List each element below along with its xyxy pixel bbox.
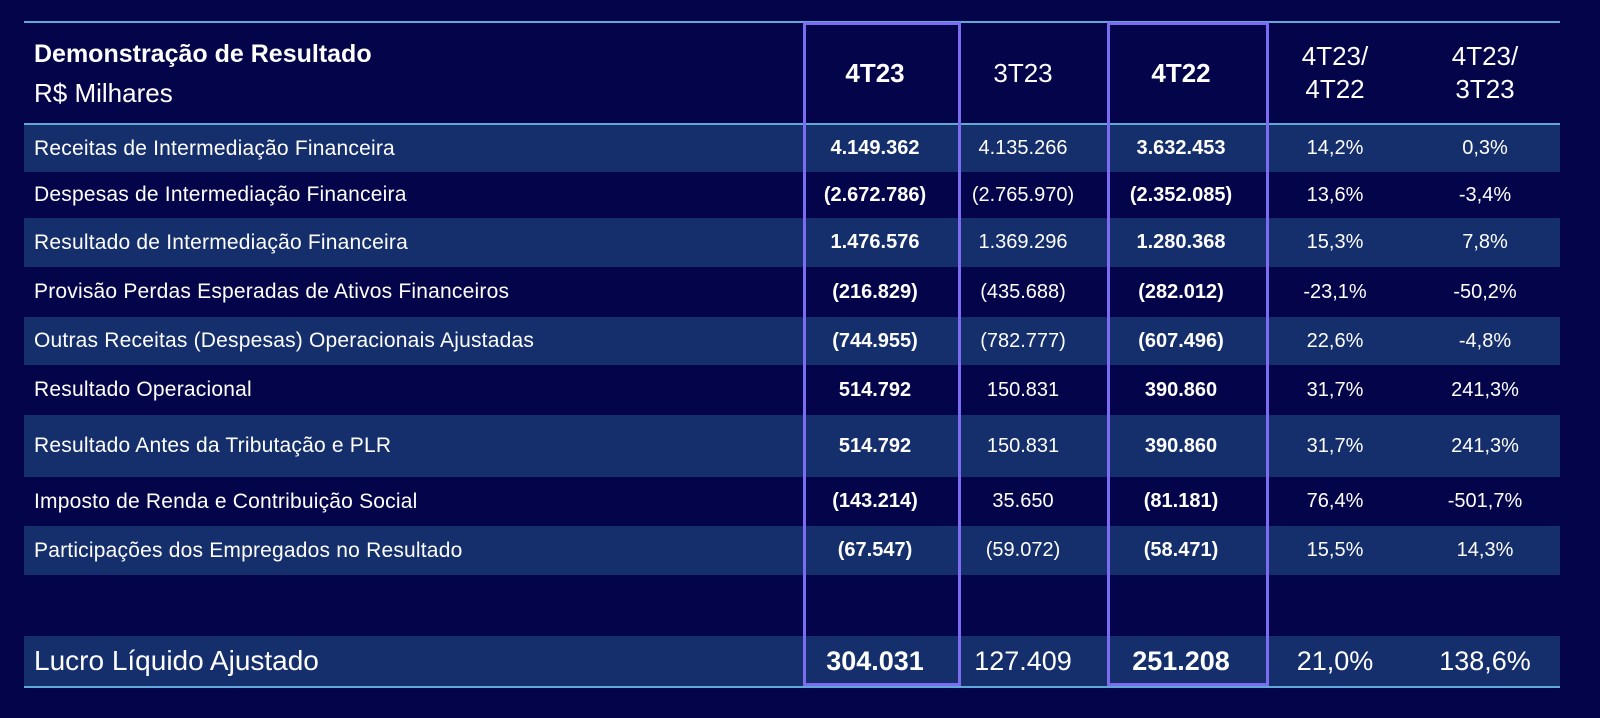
row-label: Outras Receitas (Despesas) Operacionais … <box>34 329 535 352</box>
row-label: Despesas de Intermediação Financeira <box>34 183 407 206</box>
cell-4t23-vs-3t23: 241,3% <box>1451 434 1519 457</box>
cell-4t23: 514.792 <box>838 378 912 401</box>
column-header-line1: 4T23/ <box>1301 41 1369 71</box>
column-header-line1: 4T23 <box>845 57 905 88</box>
cell-4t23-vs-4t22: 15,5% <box>1306 539 1364 561</box>
cell-4t23-vs-4t22: 76,4% <box>1306 490 1364 512</box>
cell-4t23-vs-3t23: -50,2% <box>1453 280 1517 303</box>
table-header: Demonstração de Resultado R$ Milhares 4T… <box>24 23 1560 123</box>
table-row: Despesas de Intermediação Financeira (2.6… <box>24 172 1560 218</box>
column-header-3t23: 3T23 <box>950 23 1096 123</box>
cell-4t23-vs-4t22: -23,1% <box>1303 280 1367 303</box>
cell-4t23-vs-3t23: 14,3% <box>1456 539 1514 561</box>
cell-4t22: 1.280.368 <box>1136 231 1226 253</box>
cell-4t23: (2.672.786) <box>823 183 927 206</box>
column-header-line2: 4T22 <box>1305 74 1365 104</box>
cell-4t22: 390.860 <box>1144 434 1218 457</box>
column-header-4t23: 4T23 <box>808 23 942 123</box>
cell-4t23: 1.476.576 <box>830 231 920 253</box>
table-row: Imposto de Renda e Contribuição Social (1… <box>24 477 1560 526</box>
column-header-line1: 4T22 <box>1151 57 1211 88</box>
cell-4t23-vs-4t22: 31,7% <box>1306 378 1364 401</box>
total-cell-4t23-vs-3t23: 138,6% <box>1439 645 1531 676</box>
cell-4t23-vs-3t23: -3,4% <box>1458 183 1512 206</box>
cell-4t23: (67.547) <box>837 539 913 561</box>
total-cell-4t23: 304.031 <box>826 645 924 676</box>
table-title: Demonstração de Resultado <box>34 40 372 68</box>
total-row-label: Lucro Líquido Ajustado <box>34 645 319 676</box>
cell-4t23: 514.792 <box>838 434 912 457</box>
top-divider <box>24 21 1560 23</box>
row-label: Resultado Operacional <box>34 378 252 401</box>
bottom-divider <box>24 686 1560 688</box>
cell-4t22: (607.496) <box>1138 329 1224 352</box>
cell-4t22: 390.860 <box>1144 378 1218 401</box>
table-row: Resultado Operacional 514.792 150.831 390.8… <box>24 365 1560 415</box>
cell-4t22: 3.632.453 <box>1136 137 1226 159</box>
table-row: Resultado Antes da Tributação e PLR 514.7… <box>24 415 1560 477</box>
cell-3t23: (59.072) <box>985 539 1061 561</box>
column-header-4t23-vs-4t22: 4T23/ 4T22 <box>1260 23 1410 123</box>
cell-4t23-vs-4t22: 31,7% <box>1306 434 1364 457</box>
row-label: Participações dos Empregados no Resultad… <box>34 538 463 562</box>
cell-4t23-vs-4t22: 13,6% <box>1306 183 1364 206</box>
cell-4t23-vs-4t22: 14,2% <box>1306 137 1364 159</box>
cell-4t22: (282.012) <box>1138 280 1224 303</box>
cell-4t23-vs-3t23: -4,8% <box>1458 329 1512 352</box>
column-header-line1: 3T23 <box>993 57 1053 88</box>
cell-3t23: 150.831 <box>986 378 1060 401</box>
cell-4t23-vs-4t22: 15,3% <box>1306 231 1364 253</box>
cell-4t23-vs-3t23: 7,8% <box>1462 231 1508 253</box>
table-unit-subtitle: R$ Milhares <box>34 78 173 108</box>
header-divider <box>24 123 1560 125</box>
table-row: Resultado de Intermediação Financeira 1.4… <box>24 218 1560 267</box>
cell-3t23: (2.765.970) <box>971 183 1075 206</box>
row-label: Provisão Perdas Esperadas de Ativos Fina… <box>34 280 510 303</box>
cell-3t23: 4.135.266 <box>978 137 1068 159</box>
cell-4t23-vs-3t23: 241,3% <box>1451 378 1519 401</box>
table-row: Participações dos Empregados no Resultad… <box>24 526 1560 575</box>
cell-4t23-vs-3t23: 0,3% <box>1462 137 1508 159</box>
cell-3t23: 150.831 <box>986 434 1060 457</box>
table-row: Provisão Perdas Esperadas de Ativos Fina… <box>24 267 1560 317</box>
column-header-line2: 3T23 <box>1455 74 1515 104</box>
cell-4t23: 4.149.362 <box>830 137 920 159</box>
column-header-4t23-vs-3t23: 4T23/ 3T23 <box>1410 23 1560 123</box>
blank-row <box>24 575 1560 636</box>
cell-4t23: (216.829) <box>832 280 918 303</box>
column-header-4t22: 4T22 <box>1114 23 1248 123</box>
row-label: Resultado Antes da Tributação e PLR <box>34 434 392 457</box>
row-label: Receitas de Intermediação Financeira <box>34 136 395 160</box>
table-row: Outras Receitas (Despesas) Operacionais … <box>24 317 1560 365</box>
cell-4t23-vs-3t23: -501,7% <box>1447 490 1523 512</box>
cell-3t23: 1.369.296 <box>978 231 1068 253</box>
cell-4t22: (58.471) <box>1143 539 1219 561</box>
cell-4t22: (81.181) <box>1143 490 1219 512</box>
row-label: Resultado de Intermediação Financeira <box>34 230 408 254</box>
row-label: Imposto de Renda e Contribuição Social <box>34 489 418 513</box>
cell-4t23: (744.955) <box>832 329 918 352</box>
total-row: Lucro Líquido Ajustado 304.031 127.409 2… <box>24 636 1560 686</box>
cell-4t23-vs-4t22: 22,6% <box>1306 329 1364 352</box>
cell-3t23: (435.688) <box>980 280 1066 303</box>
total-cell-3t23: 127.409 <box>974 645 1072 676</box>
total-cell-4t22: 251.208 <box>1132 645 1230 676</box>
column-header-line1: 4T23/ <box>1451 41 1519 71</box>
table-row: Receitas de Intermediação Financeira 4.14… <box>24 125 1560 172</box>
cell-3t23: 35.650 <box>992 490 1054 512</box>
total-cell-4t23-vs-4t22: 21,0% <box>1296 645 1374 676</box>
cell-4t22: (2.352.085) <box>1129 183 1233 206</box>
cell-3t23: (782.777) <box>980 329 1066 352</box>
cell-4t23: (143.214) <box>832 490 918 512</box>
